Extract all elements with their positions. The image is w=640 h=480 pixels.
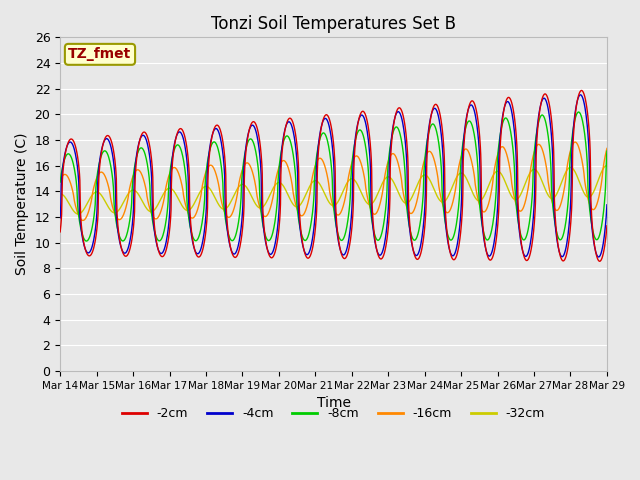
- Title: Tonzi Soil Temperatures Set B: Tonzi Soil Temperatures Set B: [211, 15, 456, 33]
- Text: TZ_fmet: TZ_fmet: [68, 48, 132, 61]
- Y-axis label: Soil Temperature (C): Soil Temperature (C): [15, 133, 29, 276]
- Legend: -2cm, -4cm, -8cm, -16cm, -32cm: -2cm, -4cm, -8cm, -16cm, -32cm: [117, 402, 550, 425]
- X-axis label: Time: Time: [317, 396, 351, 410]
